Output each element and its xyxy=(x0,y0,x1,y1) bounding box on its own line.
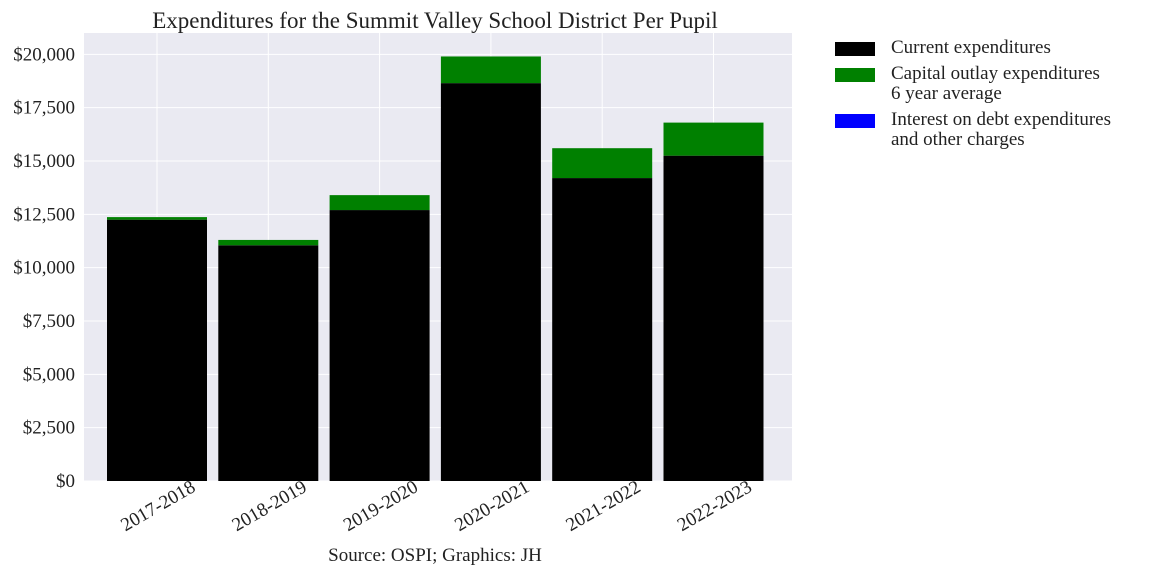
bar-series-0-2017-2018 xyxy=(107,219,207,481)
legend-item-current: Current expenditures xyxy=(835,38,1111,58)
x-tick-label: 2019-2020 xyxy=(340,477,422,536)
bar-series-1-2018-2019 xyxy=(218,239,319,246)
legend-item-interest: Interest on debt expenditures and other … xyxy=(835,110,1111,150)
bar-series-0-2022-2023 xyxy=(663,155,764,481)
bar-series-1-2020-2021 xyxy=(440,56,541,84)
bar-series-0-2019-2020 xyxy=(329,210,430,482)
x-tick-label: 2018-2019 xyxy=(229,477,311,536)
bar-series-1-2022-2023 xyxy=(663,122,764,156)
bar-series-1-2019-2020 xyxy=(329,195,430,211)
y-tick-label: $0 xyxy=(56,471,75,492)
bar-series-1-2017-2018 xyxy=(107,217,207,220)
legend: Current expenditures Capital outlay expe… xyxy=(835,38,1111,156)
y-tick-label: $12,500 xyxy=(13,204,75,225)
bar-series-1-2021-2022 xyxy=(552,148,653,179)
bar-series-0-2021-2022 xyxy=(552,178,653,482)
legend-label-current: Current expenditures xyxy=(891,37,1051,58)
y-tick-label: $5,000 xyxy=(23,364,75,385)
x-tick-label: 2021-2022 xyxy=(563,477,645,536)
y-tick-label: $2,500 xyxy=(23,418,75,439)
chart-title: Expenditures for the Summit Valley Schoo… xyxy=(152,8,718,33)
legend-label-capital: Capital outlay expenditures 6 year avera… xyxy=(891,63,1100,104)
x-tick-label: 2017-2018 xyxy=(117,477,199,536)
x-tick-label: 2020-2021 xyxy=(451,477,533,536)
y-tick-label: $17,500 xyxy=(13,98,75,119)
y-tick-label: $10,000 xyxy=(13,258,75,279)
y-tick-label: $15,000 xyxy=(13,151,75,172)
y-tick-label: $7,500 xyxy=(23,311,75,332)
legend-swatch-capital xyxy=(835,68,875,82)
chart-source: Source: OSPI; Graphics: JH xyxy=(328,545,542,566)
legend-label-interest: Interest on debt expenditures and other … xyxy=(891,109,1112,150)
bar-series-0-2018-2019 xyxy=(218,245,319,481)
y-tick-label: $20,000 xyxy=(13,44,75,65)
legend-item-capital: Capital outlay expenditures 6 year avera… xyxy=(835,64,1111,104)
x-tick-label: 2022-2023 xyxy=(674,477,756,536)
bar-series-0-2020-2021 xyxy=(440,83,541,481)
legend-swatch-current xyxy=(835,42,875,56)
legend-swatch-interest xyxy=(835,114,875,128)
